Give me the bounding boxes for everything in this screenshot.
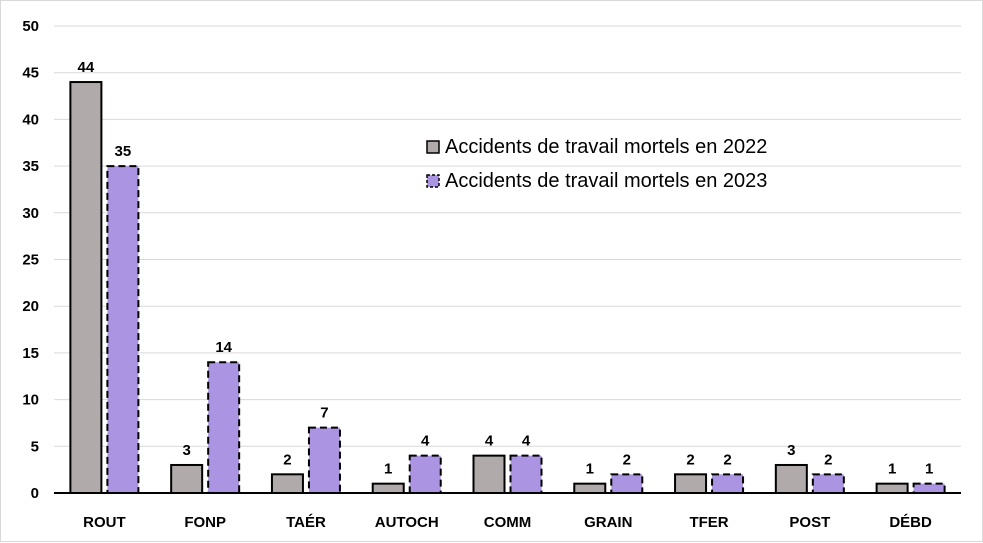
legend: Accidents de travail mortels en 2022 Acci… bbox=[426, 136, 767, 192]
y-axis-ticks: 0 5 10 15 20 25 30 35 40 45 50 bbox=[22, 18, 39, 502]
x-tick-label: TFER bbox=[689, 514, 728, 531]
bar-2023-grain bbox=[610, 473, 644, 495]
data-label: 4 bbox=[485, 433, 494, 450]
data-label: 2 bbox=[283, 451, 291, 468]
data-label: 7 bbox=[320, 405, 328, 422]
bar-2023-post bbox=[811, 473, 845, 495]
bar-2022-post bbox=[774, 463, 808, 495]
data-label: 4 bbox=[522, 433, 531, 450]
bar-2023-rout bbox=[106, 165, 140, 494]
data-label: 14 bbox=[215, 339, 232, 356]
x-tick-label: POST bbox=[789, 514, 830, 531]
data-label: 35 bbox=[115, 143, 132, 160]
x-tick-label: FONP bbox=[184, 514, 226, 531]
y-tick-label: 45 bbox=[22, 65, 39, 82]
x-tick-label: TAÉR bbox=[286, 514, 326, 531]
bar-2023-fonp bbox=[207, 361, 241, 494]
bar-2023-autoch bbox=[408, 454, 442, 495]
data-label: 1 bbox=[925, 461, 933, 478]
data-label: 1 bbox=[586, 461, 594, 478]
x-tick-label: DÉBD bbox=[889, 514, 932, 531]
bar-2022-taér bbox=[270, 473, 304, 495]
data-label: 3 bbox=[787, 442, 795, 459]
bar-2022-débd bbox=[875, 482, 909, 495]
data-label: 1 bbox=[888, 461, 896, 478]
x-axis: ROUT FONP TAÉR AUTOCH COMM GRAIN TFER POST DÉBD bbox=[54, 492, 961, 531]
bar-2022-rout bbox=[69, 81, 103, 494]
data-label: 3 bbox=[182, 442, 190, 459]
data-label: 44 bbox=[78, 59, 95, 76]
bar-2023-taér bbox=[307, 426, 341, 494]
bar-2022-comm bbox=[472, 454, 506, 495]
y-tick-label: 5 bbox=[31, 438, 39, 455]
y-tick-label: 25 bbox=[22, 252, 39, 269]
y-tick-label: 10 bbox=[22, 392, 39, 409]
bar-2023-tfer bbox=[711, 473, 745, 495]
gridlines bbox=[54, 25, 961, 447]
bar-2022-fonp bbox=[170, 463, 204, 495]
data-label: 1 bbox=[384, 461, 392, 478]
x-tick-label: ROUT bbox=[83, 514, 126, 531]
x-tick-label: AUTOCH bbox=[375, 514, 439, 531]
bar-2023-comm bbox=[509, 454, 543, 495]
y-tick-label: 35 bbox=[22, 158, 39, 175]
bar-2022-grain bbox=[573, 482, 607, 495]
bar-2022-tfer bbox=[674, 473, 708, 495]
legend-label: Accidents de travail mortels en 2022 bbox=[445, 136, 767, 158]
legend-swatch-2022 bbox=[426, 140, 440, 154]
bar-2022-autoch bbox=[371, 482, 405, 495]
bar-2023-débd bbox=[912, 482, 946, 495]
legend-label: Accidents de travail mortels en 2023 bbox=[445, 170, 767, 192]
data-label: 2 bbox=[723, 451, 731, 468]
bars bbox=[69, 81, 946, 495]
x-tick-label: COMM bbox=[484, 514, 532, 531]
data-label: 2 bbox=[686, 451, 694, 468]
y-tick-label: 15 bbox=[22, 345, 39, 362]
legend-swatch-2023 bbox=[426, 174, 440, 188]
y-tick-label: 40 bbox=[22, 111, 39, 128]
data-label: 2 bbox=[623, 451, 631, 468]
y-tick-label: 50 bbox=[22, 18, 39, 35]
y-tick-label: 0 bbox=[31, 485, 39, 502]
x-tick-label: GRAIN bbox=[584, 514, 632, 531]
data-label: 4 bbox=[421, 433, 430, 450]
data-label: 2 bbox=[824, 451, 832, 468]
y-tick-label: 20 bbox=[22, 298, 39, 315]
y-tick-label: 30 bbox=[22, 205, 39, 222]
